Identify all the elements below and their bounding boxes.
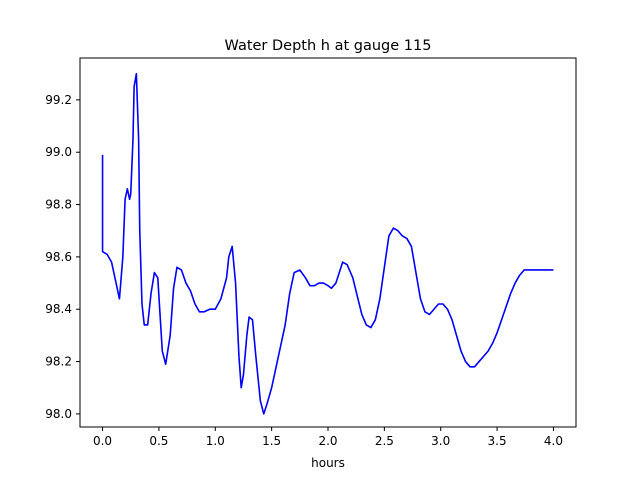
y-tick-label: 98.0 — [45, 407, 72, 421]
y-tick-label: 98.8 — [45, 198, 72, 212]
y-tick-label: 98.2 — [45, 355, 72, 369]
x-tick-label: 0.0 — [93, 434, 112, 448]
y-tick-label: 99.0 — [45, 145, 72, 159]
x-tick-label: 3.0 — [431, 434, 450, 448]
series-line-water-depth — [101, 72, 554, 415]
x-tick-label: 2.0 — [318, 434, 337, 448]
x-tick-label: 1.0 — [206, 434, 225, 448]
x-axis-label: hours — [311, 456, 345, 470]
plot-area — [101, 72, 554, 415]
x-tick-label: 3.5 — [488, 434, 507, 448]
y-tick-label: 98.4 — [45, 302, 72, 316]
x-axis: 0.0 0.5 1.0 1.5 2.0 2.5 3.0 3.5 4.0 — [93, 427, 563, 448]
x-tick-label: 4.0 — [544, 434, 563, 448]
chart-title: Water Depth h at gauge 115 — [225, 38, 432, 54]
x-tick-label: 1.5 — [262, 434, 281, 448]
y-axis: 98.0 98.2 98.4 98.6 98.8 99.0 99.2 — [45, 93, 80, 421]
y-tick-label: 99.2 — [45, 93, 72, 107]
y-tick-label: 98.6 — [45, 250, 72, 264]
x-tick-label: 0.5 — [149, 434, 168, 448]
x-tick-label: 2.5 — [375, 434, 394, 448]
